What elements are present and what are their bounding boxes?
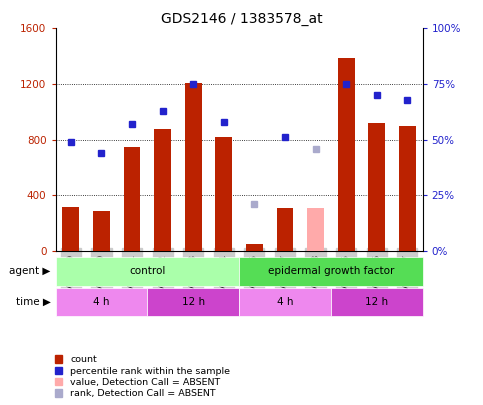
Bar bbox=[399, 126, 416, 251]
Bar bbox=[239, 257, 423, 286]
Bar bbox=[56, 257, 239, 286]
Bar bbox=[331, 288, 423, 316]
Legend: count, percentile rank within the sample, value, Detection Call = ABSENT, rank, : count, percentile rank within the sample… bbox=[53, 354, 232, 400]
Bar bbox=[338, 58, 355, 251]
Bar bbox=[185, 83, 201, 251]
Text: 12 h: 12 h bbox=[365, 297, 388, 307]
Text: 12 h: 12 h bbox=[182, 297, 205, 307]
Bar bbox=[93, 211, 110, 251]
Bar bbox=[307, 208, 324, 251]
Text: GDS2146 / 1383578_at: GDS2146 / 1383578_at bbox=[161, 12, 322, 26]
Text: agent ▶: agent ▶ bbox=[9, 266, 51, 276]
Bar bbox=[369, 123, 385, 251]
Text: control: control bbox=[129, 266, 166, 276]
Text: 4 h: 4 h bbox=[277, 297, 293, 307]
Bar bbox=[56, 288, 147, 316]
Bar bbox=[147, 288, 239, 316]
Text: 4 h: 4 h bbox=[93, 297, 110, 307]
Bar bbox=[154, 129, 171, 251]
Bar bbox=[246, 244, 263, 251]
Bar bbox=[124, 147, 141, 251]
Text: epidermal growth factor: epidermal growth factor bbox=[268, 266, 394, 276]
Bar bbox=[62, 207, 79, 251]
Bar bbox=[239, 288, 331, 316]
Bar bbox=[215, 137, 232, 251]
Bar bbox=[277, 208, 293, 251]
Text: time ▶: time ▶ bbox=[16, 297, 51, 307]
